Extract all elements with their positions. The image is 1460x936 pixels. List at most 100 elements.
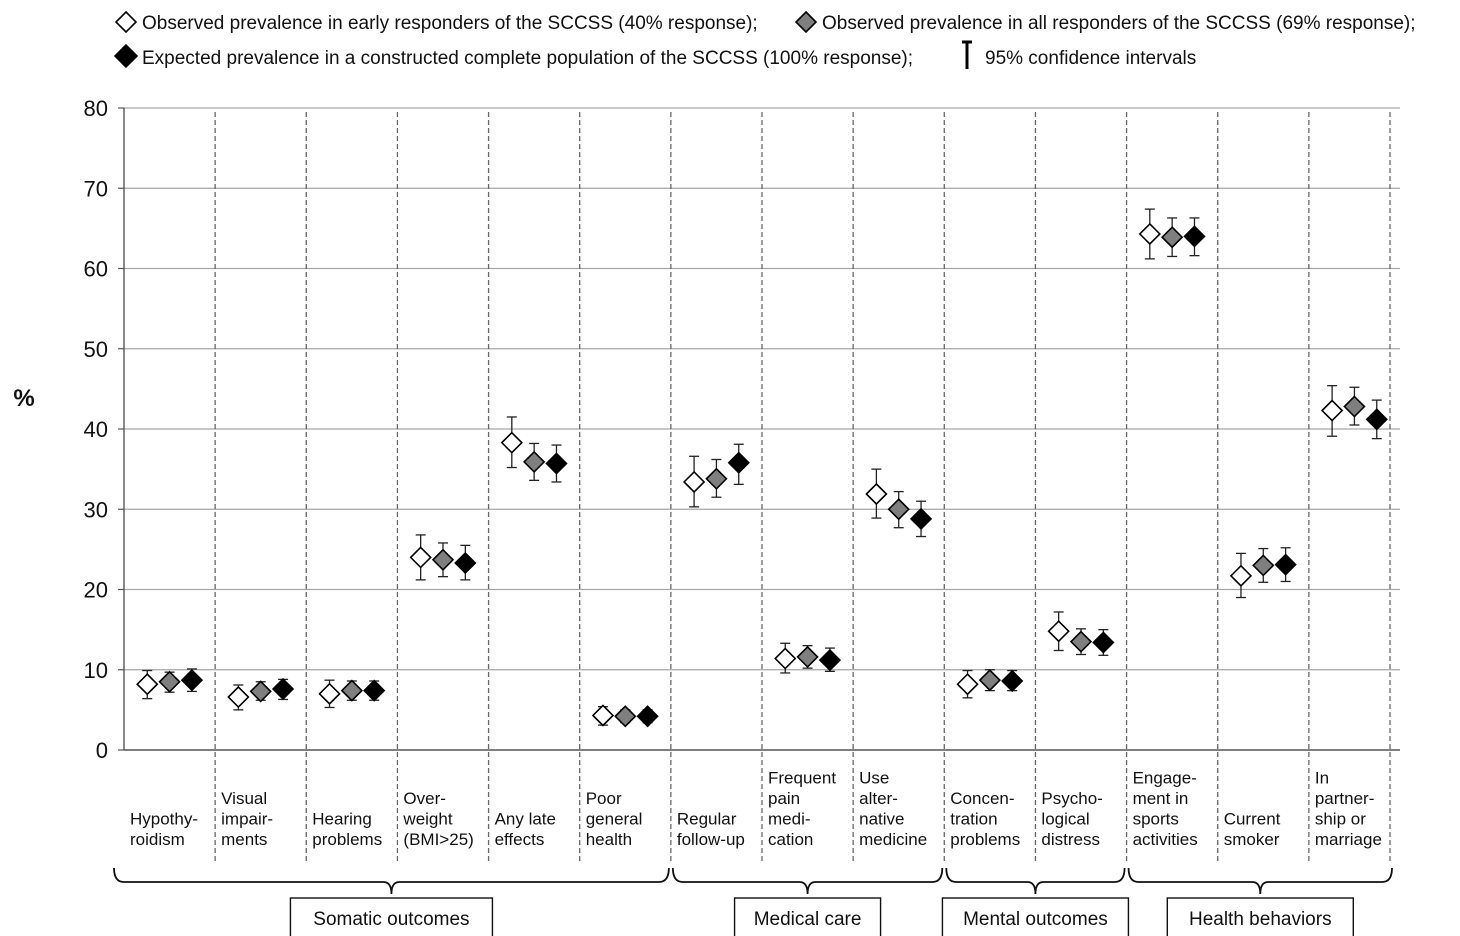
marker-early-1	[227, 685, 250, 709]
marker-expected-11	[1183, 225, 1206, 248]
legend-item-all: Observed prevalence in all responders of…	[794, 10, 1416, 34]
category-label-10-line-0: Psycho-	[1041, 789, 1102, 808]
marker-expected-7	[818, 648, 842, 672]
point-expected-11	[1183, 217, 1206, 257]
group-bracket-1	[671, 867, 944, 895]
group-label-2: Mental outcomes	[963, 909, 1108, 930]
group-bracket-2	[945, 867, 1126, 895]
category-label-9-line-1: tration	[950, 810, 997, 829]
category-label-3-line-1: weight	[402, 810, 452, 829]
legend-label-early: Observed prevalence in early responders …	[142, 13, 758, 34]
marker-all-12	[1252, 554, 1275, 577]
point-early-9	[956, 669, 979, 699]
marker-all-13	[1343, 395, 1366, 418]
marker-expected-13	[1365, 408, 1388, 431]
marker-early-3	[409, 546, 432, 569]
marker-early-0	[136, 673, 159, 696]
marker-all-4	[523, 450, 546, 474]
point-all-7	[796, 645, 819, 669]
category-label-6-line-0: Regular	[677, 810, 737, 829]
marker-all-7	[796, 645, 819, 669]
category-label-8-line-3: medicine	[859, 830, 927, 849]
category-label-7-line-1: pain	[768, 789, 800, 808]
point-expected-3	[454, 544, 477, 581]
point-expected-9	[1001, 669, 1024, 693]
point-all-5	[614, 705, 637, 728]
point-expected-8	[909, 500, 933, 538]
legend-item-expected: Expected prevalence in a constructed com…	[113, 43, 913, 69]
category-label-13-line-0: In	[1315, 769, 1329, 788]
marker-expected-4	[545, 452, 568, 475]
category-label-7-line-2: medi-	[768, 810, 811, 829]
category-label-13-line-1: partner-	[1315, 789, 1375, 808]
marker-all-0	[158, 670, 181, 693]
y-tick-label-70: 70	[84, 176, 108, 201]
point-early-11	[1138, 208, 1161, 260]
category-label-11-line-1: ment in	[1133, 789, 1189, 808]
marker-all-3	[431, 548, 455, 571]
y-axis-label: %	[13, 385, 34, 412]
category-label-11-line-0: Engage-	[1133, 769, 1197, 788]
category-label-10-line-1: logical	[1041, 810, 1089, 829]
point-all-2	[340, 679, 363, 702]
point-early-3	[409, 534, 432, 581]
category-label-8-line-2: native	[859, 810, 904, 829]
y-tick-label-30: 30	[84, 497, 108, 522]
marker-early-11	[1138, 222, 1161, 246]
point-expected-10	[1092, 628, 1115, 656]
marker-expected-12	[1274, 553, 1297, 576]
point-early-13	[1320, 385, 1344, 437]
marker-all-11	[1161, 226, 1184, 249]
category-label-11-line-3: activities	[1133, 830, 1198, 849]
marker-all-10	[1069, 630, 1093, 653]
y-tick-label-10: 10	[84, 658, 108, 683]
y-tick-label-60: 60	[84, 257, 108, 282]
marker-early-4	[500, 431, 523, 454]
marker-expected-3	[454, 551, 477, 575]
category-label-0-line-0: Hypothy-	[130, 810, 198, 829]
marker-early-13	[1320, 399, 1344, 422]
point-all-4	[523, 442, 546, 482]
point-early-8	[865, 468, 888, 519]
legend: Observed prevalence in early responders …	[113, 10, 1416, 69]
marker-all-1	[249, 680, 272, 703]
point-early-0	[136, 669, 159, 700]
point-early-2	[318, 679, 341, 709]
legend-item-ci: 95% confidence intervals	[962, 40, 1196, 69]
point-expected-12	[1274, 547, 1297, 583]
category-label-3-line-2: (BMI>25)	[403, 830, 473, 849]
group-bracket-0	[113, 867, 670, 895]
point-expected-4	[545, 444, 568, 483]
group-brackets: Somatic outcomes Medical care Mental outco…	[113, 867, 1393, 936]
marker-all-2	[340, 679, 363, 702]
marker-early-12	[1229, 564, 1253, 587]
point-early-4	[500, 416, 523, 469]
grid	[124, 107, 1400, 862]
legend-label-all: Observed prevalence in all responders of…	[822, 13, 1416, 34]
category-label-12-line-0: Current	[1224, 810, 1281, 829]
category-label-13-line-2: ship or	[1315, 810, 1366, 829]
category-label-5-line-1: general	[586, 810, 643, 829]
point-all-0	[158, 670, 181, 693]
legend-ci-icon	[962, 40, 972, 69]
marker-expected-10	[1092, 631, 1115, 654]
point-expected-6	[727, 443, 750, 486]
marker-expected-1	[271, 677, 295, 701]
marker-early-6	[682, 470, 706, 494]
group-box-2	[941, 897, 1130, 936]
category-label-1-line-1: impair-	[221, 810, 273, 829]
point-all-12	[1252, 547, 1275, 583]
category-labels: Hypothy-roidism Visual impair-ments Hearing…	[130, 769, 1382, 850]
point-expected-13	[1365, 399, 1388, 440]
category-label-10-line-2: distress	[1041, 830, 1100, 849]
point-all-11	[1161, 217, 1184, 258]
marker-expected-5	[636, 705, 659, 728]
marker-early-10	[1047, 620, 1070, 643]
y-tick-label-50: 50	[84, 337, 108, 362]
marker-all-5	[614, 705, 637, 728]
point-early-5	[591, 704, 615, 727]
axes: 0 10 20 30 40 50 60 70 80	[84, 96, 1400, 763]
point-early-6	[682, 455, 706, 508]
point-expected-7	[818, 647, 842, 673]
